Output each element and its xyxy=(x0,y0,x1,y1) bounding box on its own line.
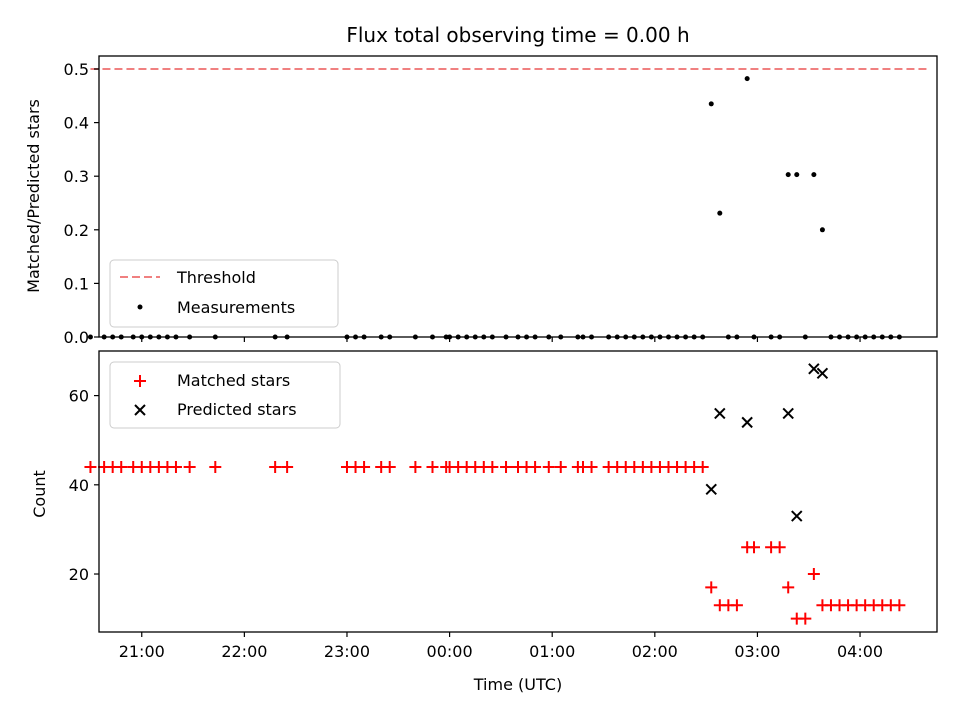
bottom-x-axis: 21:00 22:00 23:00 00:00 01:00 02:00 03:00 04:00 xyxy=(119,632,883,661)
top-y-tick-label: 0.3 xyxy=(64,167,89,186)
bottom-panel: 20 40 60 21:00 22:00 23:00 00:00 01:00 02:00 03:… xyxy=(30,350,938,694)
bottom-y-tick-label: 40 xyxy=(69,476,89,495)
matched-star-point xyxy=(383,460,396,473)
x-tick-label: 21:00 xyxy=(119,642,165,661)
predicted-star-point xyxy=(741,416,753,429)
x-tick-label: 04:00 xyxy=(837,642,883,661)
predicted-star-point xyxy=(816,367,829,380)
bottom-panel-content xyxy=(84,363,906,625)
predicted-star-point xyxy=(782,407,794,420)
measurement-point xyxy=(794,172,800,178)
top-legend-box xyxy=(109,259,339,328)
matched-star-point xyxy=(807,568,820,581)
bottom-y-axis-label: Count xyxy=(30,470,49,518)
matched-star-point xyxy=(183,460,196,473)
x-tick-label: 00:00 xyxy=(427,642,473,661)
matched-star-point xyxy=(115,460,128,473)
threshold-legend-label: Threshold xyxy=(176,268,256,287)
matched-star-point xyxy=(281,460,294,473)
matched-star-point xyxy=(269,460,282,473)
matched-star-point xyxy=(696,460,709,473)
x-tick-label: 22:00 xyxy=(221,642,267,661)
measurement-point xyxy=(708,101,714,107)
matched-star-point xyxy=(893,599,906,612)
matched-star-point xyxy=(542,460,555,473)
measurement-point xyxy=(819,227,825,233)
top-y-tick-label: 0.0 xyxy=(64,328,89,347)
matched-star-point xyxy=(358,460,371,473)
matched-star-point xyxy=(209,460,222,473)
x-axis-label: Time (UTC) xyxy=(473,675,562,694)
predicted-stars-legend-marker xyxy=(134,404,146,416)
predicted-star-point xyxy=(808,363,820,375)
top-panel: 0.0 0.1 0.2 0.3 0.4 0.5 Matched/Predicted sta… xyxy=(24,55,938,347)
bottom-y-tick-label: 20 xyxy=(69,565,89,584)
predicted-star-point xyxy=(714,407,726,420)
matched-star-point xyxy=(730,599,743,612)
matched-star-point xyxy=(84,460,97,473)
bottom-y-tick-label: 60 xyxy=(69,387,89,406)
chart-title: Flux total observing time = 0.00 h xyxy=(346,23,689,47)
bottom-y-axis: 20 40 60 xyxy=(69,387,99,584)
x-tick-label: 01:00 xyxy=(529,642,575,661)
measurement-point xyxy=(717,210,723,216)
matched-star-point xyxy=(500,460,513,473)
matched-star-point xyxy=(554,460,567,473)
measurement-point xyxy=(785,172,791,178)
matched-star-point xyxy=(799,612,812,625)
measurement-point xyxy=(744,76,750,82)
matched-star-point xyxy=(169,460,182,473)
top-y-axis: 0.0 0.1 0.2 0.3 0.4 0.5 xyxy=(64,60,861,347)
top-axes-frame xyxy=(98,55,938,338)
measurement-point xyxy=(87,334,93,340)
measurements-legend-label: Measurements xyxy=(177,298,295,317)
measurement-point xyxy=(811,172,817,178)
top-y-tick-label: 0.4 xyxy=(64,114,89,133)
matched-star-point xyxy=(486,460,499,473)
predicted-star-point xyxy=(791,510,803,522)
matched-star-point xyxy=(773,541,786,554)
top-legend: Threshold Measurements xyxy=(109,259,339,328)
top-panel-content xyxy=(87,68,929,340)
x-tick-label: 02:00 xyxy=(632,642,678,661)
predicted-stars-legend-label: Predicted stars xyxy=(177,400,297,419)
matched-star-point xyxy=(705,581,718,594)
matched-star-point xyxy=(585,460,598,473)
bottom-axes-frame xyxy=(98,350,938,633)
x-tick-label: 03:00 xyxy=(734,642,780,661)
matched-star-point xyxy=(426,460,439,473)
matched-stars-legend-marker xyxy=(134,375,146,387)
matched-star-point xyxy=(409,460,422,473)
matched-stars-legend-label: Matched stars xyxy=(177,371,290,390)
top-y-tick-label: 0.2 xyxy=(64,221,89,240)
top-y-tick-label: 0.5 xyxy=(64,60,89,79)
bottom-legend: Matched stars Predicted stars xyxy=(109,361,341,429)
top-y-axis-label: Matched/Predicted stars xyxy=(24,99,43,293)
top-y-tick-label: 0.1 xyxy=(64,274,89,293)
matched-star-point xyxy=(782,581,795,594)
measurements-legend-marker xyxy=(137,304,143,310)
bottom-legend-box xyxy=(109,361,341,429)
predicted-star-point xyxy=(705,483,717,495)
x-tick-label: 23:00 xyxy=(324,642,370,661)
matched-star-point xyxy=(748,541,761,554)
matched-star-point xyxy=(529,460,542,473)
